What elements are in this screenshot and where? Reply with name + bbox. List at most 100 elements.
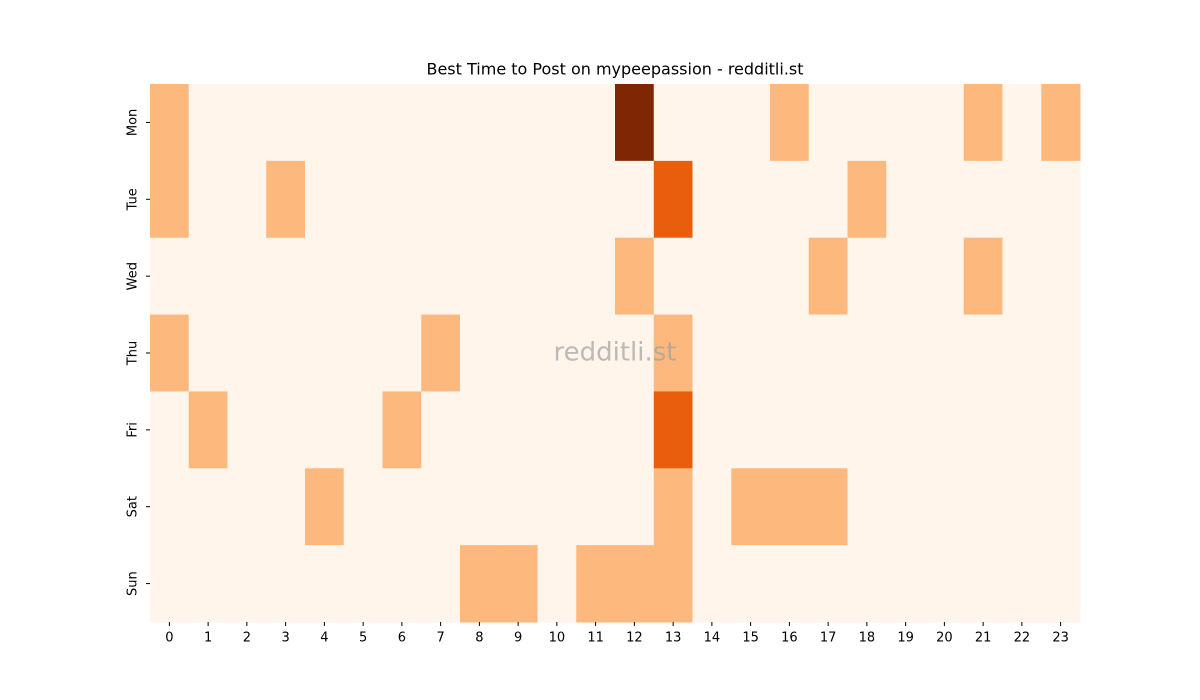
heatmap-cell (808, 545, 848, 623)
heatmap-cell (421, 545, 461, 623)
heatmap-cell (886, 160, 926, 239)
heatmap-cell (537, 468, 577, 546)
heatmap-cell (770, 160, 810, 239)
heatmap-cell (343, 237, 383, 316)
heatmap-cell (692, 160, 732, 239)
y-tick-label: Tue (126, 188, 141, 211)
heatmap-cell (770, 84, 810, 162)
heatmap-cell (615, 160, 655, 239)
heatmap-cell (382, 468, 422, 546)
heatmap-cell (925, 545, 965, 623)
heatmap-cell (1002, 391, 1042, 469)
heatmap-cell (266, 391, 306, 469)
heatmap-cell (653, 84, 693, 162)
x-tick-label: 8 (475, 631, 483, 646)
heatmap-cell (925, 84, 965, 162)
heatmap-cell (847, 160, 887, 239)
heatmap-cell (886, 468, 926, 546)
heatmap-cell (266, 84, 306, 162)
heatmap-cell (150, 160, 190, 239)
heatmap-cell (963, 314, 1003, 392)
heatmap-cell (1041, 84, 1081, 162)
heatmap-cell (692, 84, 732, 162)
heatmap-cell (1041, 391, 1081, 469)
heatmap-cell (731, 314, 771, 392)
heatmap-cell (653, 314, 693, 392)
y-tick-label: Mon (126, 109, 141, 136)
heatmap-cell (150, 237, 190, 316)
heatmap-cell (731, 391, 771, 469)
heatmap-cell (227, 468, 267, 546)
heatmap-cell (305, 314, 345, 392)
heatmap-cell (692, 391, 732, 469)
heatmap-cell (925, 160, 965, 239)
x-tick-label: 17 (820, 631, 837, 646)
heatmap-cell (1002, 237, 1042, 316)
heatmap-cell (653, 391, 693, 469)
heatmap-cell (343, 391, 383, 469)
heatmap-cell (963, 160, 1003, 239)
heatmap-cell (227, 160, 267, 239)
heatmap-cell (227, 314, 267, 392)
heatmap-cell (886, 314, 926, 392)
heatmap-cell (343, 468, 383, 546)
heatmap-cell (305, 160, 345, 239)
heatmap-cell (498, 237, 538, 316)
heatmap-cell (305, 468, 345, 546)
heatmap-cell (498, 160, 538, 239)
heatmap-cell (537, 84, 577, 162)
heatmap-cell (537, 314, 577, 392)
heatmap-cell (847, 391, 887, 469)
heatmap-cell (498, 314, 538, 392)
heatmap-cell (615, 545, 655, 623)
heatmap-cell (615, 314, 655, 392)
heatmap-cell (537, 237, 577, 316)
x-tick-label: 3 (281, 631, 289, 646)
heatmap-cell (1002, 84, 1042, 162)
heatmap-cell (731, 545, 771, 623)
chart-title: Best Time to Post on mypeepassion - redd… (426, 60, 803, 79)
y-tick-label: Fri (126, 422, 141, 438)
heatmap-cell (847, 314, 887, 392)
y-tick-label: Sun (126, 571, 141, 596)
heatmap-cell (343, 545, 383, 623)
x-tick-label: 13 (665, 631, 682, 646)
heatmap-cell (382, 314, 422, 392)
heatmap-cell (1002, 545, 1042, 623)
heatmap-cell (576, 237, 616, 316)
heatmap-cell (770, 545, 810, 623)
heatmap-cell (421, 84, 461, 162)
heatmap-cell (731, 468, 771, 546)
heatmap-cell (770, 314, 810, 392)
heatmap-cell (188, 391, 228, 469)
heatmap-cell (305, 545, 345, 623)
heatmap-cell (150, 84, 190, 162)
heatmap-cell (576, 160, 616, 239)
heatmap-cell (808, 468, 848, 546)
heatmap-cell (150, 391, 190, 469)
heatmap-cell (382, 237, 422, 316)
heatmap-cell (343, 160, 383, 239)
x-tick-label: 10 (549, 631, 566, 646)
heatmap-cell (460, 84, 500, 162)
heatmap-cell (925, 391, 965, 469)
heatmap-cell (963, 237, 1003, 316)
heatmap-cell (615, 237, 655, 316)
x-tick-label: 23 (1052, 631, 1069, 646)
heatmap-cell (963, 545, 1003, 623)
heatmap-cell (692, 314, 732, 392)
x-tick-label: 16 (781, 631, 798, 646)
y-tick-label: Thu (126, 341, 141, 366)
heatmap-cell (227, 391, 267, 469)
heatmap-cell (808, 314, 848, 392)
heatmap-cell (1041, 468, 1081, 546)
heatmap-cell (963, 391, 1003, 469)
heatmap-cell (460, 237, 500, 316)
heatmap-cell (925, 468, 965, 546)
heatmap-cell (498, 391, 538, 469)
x-tick-label: 21 (975, 631, 992, 646)
heatmap-cell (731, 84, 771, 162)
x-tick-label: 6 (398, 631, 406, 646)
heatmap-cell (770, 468, 810, 546)
